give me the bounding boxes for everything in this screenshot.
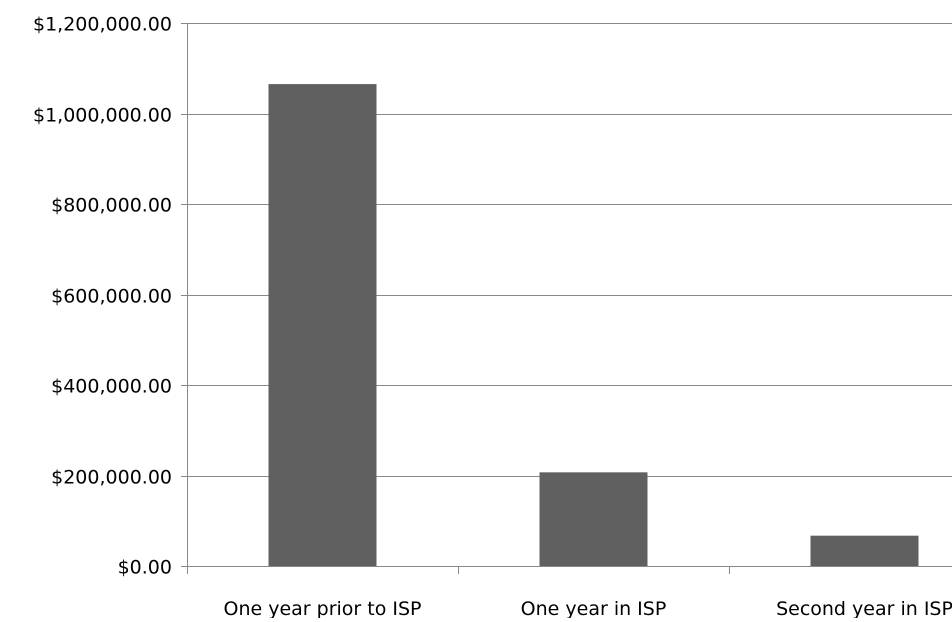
bar [810,535,919,566]
y-tick-label: $400,000.00 [51,376,172,398]
y-tick-label: $600,000.00 [51,286,172,308]
bar [268,84,377,567]
x-tick-label: One year prior to ISP [223,598,421,618]
x-tick-labels: One year prior to ISP One year in ISP Seco… [223,598,952,620]
x-tick-label: One year in ISP [521,598,667,618]
y-tick-labels: $0.00 $200,000.00 $400,000.00 $600,000.00 $8… [33,14,172,579]
y-tick-label: $200,000.00 [51,467,172,489]
y-tick-label: $1,000,000.00 [33,105,172,127]
axes [181,23,952,574]
bar [539,472,648,566]
x-tick-label: Second year in ISP [776,598,952,618]
y-tick-label: $800,000.00 [51,195,172,217]
y-tick-label: $1,200,000.00 [33,14,172,36]
bars [268,84,919,567]
y-tick-label: $0.00 [118,557,172,579]
